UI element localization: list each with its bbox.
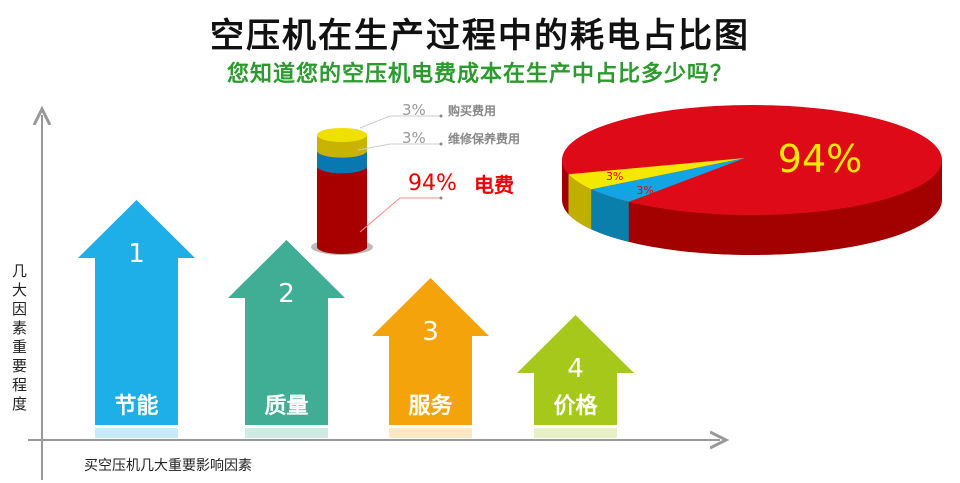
y-axis-label: 几大因素重要程度 bbox=[12, 262, 28, 413]
pie-label-main: 94% bbox=[778, 137, 862, 181]
factor-arrow-2: 2 质量 bbox=[228, 240, 345, 438]
factor-arrow-1: 1 节能 bbox=[78, 200, 195, 438]
cylinder-legend-3: 94% 电费 bbox=[359, 171, 514, 233]
factor-rank: 4 bbox=[567, 354, 584, 384]
factor-label: 质量 bbox=[264, 394, 308, 419]
pie-label: 3% bbox=[636, 184, 653, 197]
arrow-reflection bbox=[534, 428, 617, 438]
arrow-shape bbox=[372, 278, 489, 425]
arrow-reflection bbox=[245, 428, 328, 438]
factor-label: 价格 bbox=[553, 393, 598, 419]
factor-label: 节能 bbox=[114, 393, 158, 419]
subtitle: 您知道您的空压机电费成本在生产中占比多少吗？ bbox=[226, 62, 733, 87]
arrow-shape bbox=[517, 315, 634, 425]
cylinder-legend-1: 3% 购买费用 bbox=[359, 101, 496, 129]
pie-side-维修保养费用 bbox=[591, 189, 629, 242]
pie-chart: 3% 3% 94% bbox=[562, 105, 942, 255]
factor-rank: 2 bbox=[278, 279, 295, 309]
factor-rank: 3 bbox=[422, 317, 439, 347]
legend-value: 94% bbox=[408, 171, 457, 196]
legend-value: 3% bbox=[402, 129, 426, 147]
x-axis-label: 买空压机几大重要影响因素 bbox=[84, 458, 252, 474]
cylinder-top bbox=[317, 128, 367, 142]
legend-name: 电费 bbox=[474, 173, 514, 197]
arrow-reflection bbox=[95, 428, 178, 438]
pie-label: 3% bbox=[606, 170, 623, 183]
factor-arrow-4: 4 价格 bbox=[517, 315, 634, 438]
pie-slice-购买费用 bbox=[568, 158, 745, 190]
arrow-shape bbox=[228, 240, 345, 425]
factor-arrow-3: 3 服务 bbox=[372, 278, 489, 438]
cylinder-legend-2: 3% 维修保养费用 bbox=[357, 129, 520, 151]
arrow-shape bbox=[78, 200, 195, 425]
page-title: 空压机在生产过程中的耗电占比图 bbox=[210, 16, 750, 56]
factor-rank: 1 bbox=[128, 239, 145, 269]
factor-label: 服务 bbox=[408, 394, 453, 419]
pie-slice-维修保养费用 bbox=[591, 158, 745, 202]
cylinder-segment-电费 bbox=[317, 166, 367, 254]
legend-name: 维修保养费用 bbox=[448, 131, 520, 146]
arrow-reflection bbox=[389, 428, 472, 438]
cylinder-chart: 3% 购买费用 3% 维修保养费用 94% 电费 bbox=[311, 101, 520, 255]
pie-side-购买费用 bbox=[568, 174, 592, 230]
legend-name: 购买费用 bbox=[448, 103, 496, 118]
legend-value: 3% bbox=[402, 101, 426, 119]
